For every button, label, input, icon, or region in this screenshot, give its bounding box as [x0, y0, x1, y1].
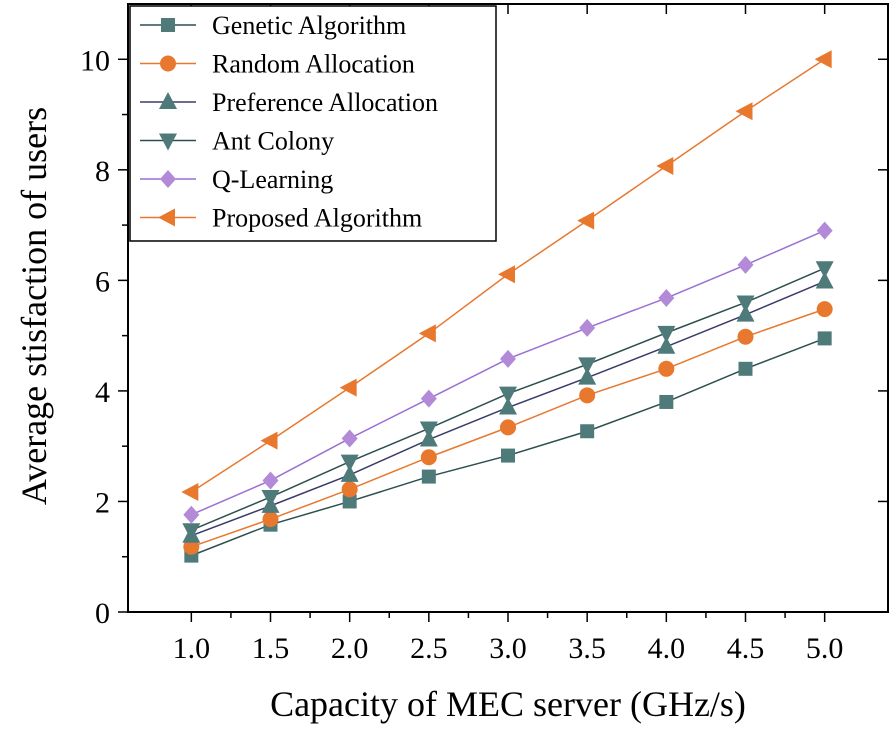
- data-point: [261, 490, 280, 508]
- legend-marker: [158, 208, 175, 227]
- data-point: [577, 211, 595, 230]
- data-point: [499, 397, 517, 415]
- data-point: [418, 324, 436, 343]
- data-point: [341, 429, 358, 448]
- data-point: [420, 449, 437, 466]
- data-point: [342, 494, 357, 509]
- data-point: [736, 295, 755, 313]
- data-point: [657, 325, 676, 343]
- data-point: [580, 424, 595, 439]
- series-preference-allocation: [182, 271, 834, 543]
- legend-item-q-learning: Q-Learning: [140, 165, 333, 194]
- data-point: [260, 431, 278, 450]
- legend-marker: [160, 55, 176, 72]
- legend-label: Preference Allocation: [212, 88, 438, 117]
- x-tick-label: 3.5: [568, 632, 606, 665]
- series-q-learning: [183, 221, 833, 524]
- y-tick-label: 4: [95, 376, 110, 409]
- y-axis-title: Average stisfaction of users: [14, 107, 54, 505]
- y-tick-label: 6: [95, 265, 110, 298]
- data-point: [578, 367, 597, 385]
- legend-item-preference-allocation: Preference Allocation: [140, 88, 438, 117]
- series-line: [191, 337, 825, 557]
- data-point: [579, 387, 596, 404]
- data-point: [737, 328, 754, 345]
- series-layer: [181, 50, 834, 563]
- data-point: [498, 265, 515, 284]
- data-point: [657, 336, 676, 354]
- data-point: [738, 361, 753, 376]
- data-point: [419, 421, 438, 439]
- x-tick-label: 4.5: [727, 632, 765, 665]
- series-proposed-algorithm: [181, 50, 832, 502]
- y-tick-label: 0: [95, 597, 110, 630]
- legend-marker: [159, 92, 177, 109]
- legend-label: Genetic Algorithm: [212, 11, 406, 40]
- y-tick-label: 2: [95, 486, 110, 519]
- x-tick-label: 3.0: [489, 632, 527, 665]
- legend-marker: [160, 170, 176, 188]
- data-point: [500, 349, 516, 368]
- legend-label: Q-Learning: [212, 165, 333, 194]
- x-tick-label: 1.5: [252, 632, 290, 665]
- x-tick-label: 5.0: [806, 632, 844, 665]
- data-point: [499, 386, 517, 404]
- data-point: [339, 378, 357, 397]
- data-point: [501, 448, 515, 463]
- x-tick-label: 1.0: [173, 632, 211, 665]
- data-point: [659, 394, 674, 409]
- data-point: [340, 454, 359, 472]
- data-point: [815, 271, 834, 289]
- y-axis-ticks: 0 2 4 6 8 10: [80, 44, 888, 630]
- legend-box: [129, 5, 497, 242]
- y-tick-label: 8: [95, 155, 110, 188]
- x-tick-label: 2.0: [331, 632, 369, 665]
- legend-label: Proposed Algorithm: [212, 204, 422, 233]
- data-point: [815, 261, 834, 279]
- data-point: [183, 538, 200, 555]
- data-point: [341, 481, 358, 498]
- data-point: [262, 511, 279, 528]
- data-point: [420, 389, 437, 408]
- data-point: [656, 156, 674, 175]
- legend-marker: [161, 18, 175, 32]
- legend-item-genetic-algorithm: Genetic Algorithm: [140, 11, 406, 40]
- data-point: [182, 523, 201, 541]
- x-tick-label: 4.0: [648, 632, 686, 665]
- legend-label: Random Allocation: [212, 50, 415, 79]
- legend-item-proposed-algorithm: Proposed Algorithm: [140, 204, 422, 233]
- x-tick-label: 2.5: [410, 632, 448, 665]
- data-point: [183, 505, 200, 524]
- data-point: [735, 102, 753, 121]
- data-point: [421, 469, 436, 484]
- data-point: [579, 318, 596, 337]
- data-point: [181, 483, 199, 502]
- data-point: [816, 221, 833, 240]
- legend-item-random-allocation: Random Allocation: [140, 50, 415, 79]
- data-point: [816, 301, 833, 318]
- data-point: [658, 289, 675, 308]
- data-point: [737, 255, 754, 274]
- data-point: [340, 464, 359, 482]
- x-axis-ticks: 1.0 1.5 2.0 2.5 3.0 3.5 4.0 4.5 5.0: [173, 4, 844, 665]
- data-point: [578, 357, 597, 375]
- y-tick-label: 10: [80, 44, 110, 77]
- x-axis-title: Capacity of MEC server (GHz/s): [270, 684, 746, 724]
- series-ant-colony: [182, 261, 834, 541]
- legend-label: Ant Colony: [212, 127, 334, 156]
- data-point: [500, 419, 516, 436]
- data-point: [262, 471, 279, 490]
- data-point: [814, 50, 832, 69]
- legend: Genetic Algorithm Random Allocation Prefer…: [129, 5, 497, 242]
- legend-marker: [159, 133, 177, 151]
- data-point: [658, 360, 675, 377]
- data-point: [736, 304, 755, 322]
- legend-item-ant-colony: Ant Colony: [140, 127, 334, 156]
- series-random-allocation: [183, 301, 833, 555]
- data-point: [817, 331, 832, 346]
